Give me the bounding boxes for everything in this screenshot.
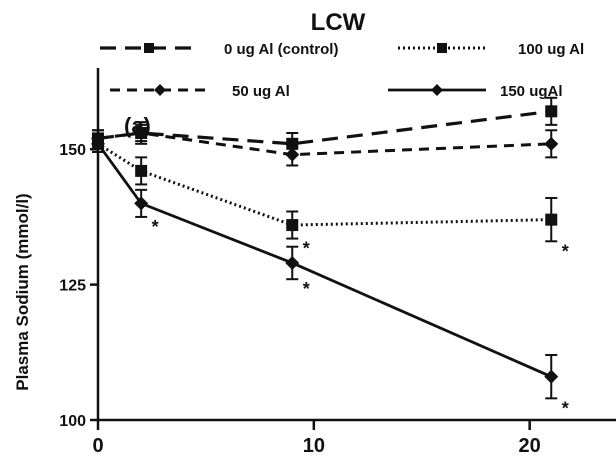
legend-item-2: 50 ug Al [110, 83, 290, 100]
legend-item-0: 0 ug Al (control) [100, 41, 338, 58]
data-point [285, 255, 300, 270]
data-point [135, 164, 148, 177]
legend-marker [144, 43, 154, 53]
data-point [134, 196, 149, 211]
x-tick-label: 10 [303, 435, 325, 457]
y-tick-label: 125 [59, 278, 86, 295]
data-point [134, 125, 149, 140]
series-line [97, 109, 552, 146]
series-line [97, 142, 552, 227]
axes: 100 125 150 0 10 20 [59, 68, 616, 457]
x-tick-label: 0 [92, 435, 103, 457]
data-point [544, 369, 559, 384]
x-tick-label: 20 [519, 435, 541, 457]
series-3: *** [91, 134, 569, 418]
legend-label: 50 ug Al [232, 83, 290, 100]
legend-label: 100 ug Al [518, 41, 584, 58]
data-point [286, 219, 299, 232]
significance-marker: * [562, 241, 569, 261]
data-point [545, 105, 558, 118]
series-line [96, 142, 552, 378]
data-point [544, 136, 559, 151]
legend-marker [154, 84, 166, 96]
legend-item-1: 100 ug Al [398, 41, 584, 58]
legend: 0 ug Al (control) 100 ug Al 50 ug Al 150 ug… [100, 41, 584, 100]
data-point [545, 213, 558, 226]
significance-marker: * [562, 398, 569, 418]
significance-marker: * [303, 279, 310, 299]
chart-title: LCW [311, 9, 366, 36]
data-point [91, 136, 105, 151]
y-tick-label: 150 [59, 142, 86, 159]
y-tick-label: 100 [59, 413, 86, 430]
series-2 [91, 121, 559, 167]
plot-area: * **** [91, 96, 569, 418]
significance-marker: * [152, 217, 159, 237]
significance-marker: * [303, 239, 310, 259]
series-1: * * [92, 134, 569, 261]
data-point [285, 147, 300, 162]
legend-item-3: 150 ugAl [388, 83, 563, 100]
series-line [97, 131, 552, 157]
y-axis-label: Plasma Sodium (mmol/l) [13, 193, 32, 390]
legend-label: 0 ug Al (control) [224, 41, 338, 58]
legend-label: 150 ugAl [500, 83, 563, 100]
legend-marker [431, 84, 443, 96]
legend-marker [437, 43, 447, 53]
